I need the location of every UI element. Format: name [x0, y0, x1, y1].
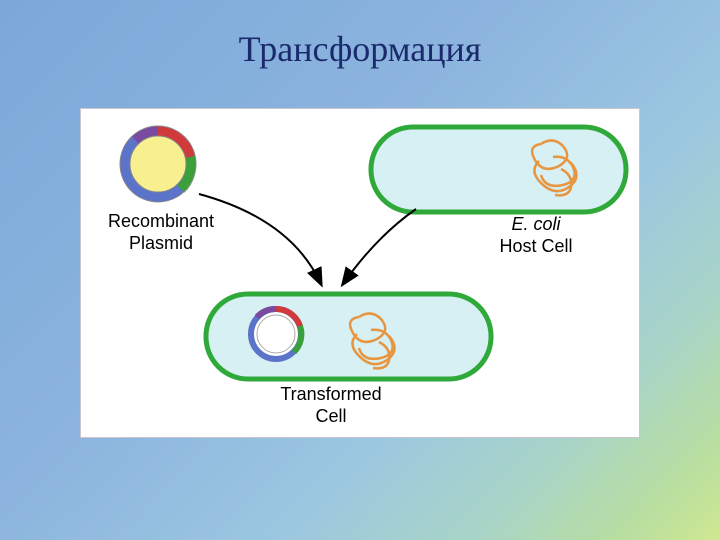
arrow-ecoli-to-cell — [343, 209, 416, 284]
ecoli-label-line1: E. coli — [511, 214, 560, 234]
recombinant-plasmid — [120, 126, 196, 202]
plasmid-label: Recombinant Plasmid — [91, 211, 231, 254]
ecoli-label: E. coli Host Cell — [461, 214, 611, 257]
plasmid-label-line1: Recombinant — [108, 211, 214, 231]
transformed-label-line2: Cell — [315, 406, 346, 426]
diagram-container: Recombinant Plasmid E. coli Host Cell Tr… — [80, 108, 640, 438]
transformed-label: Transformed Cell — [246, 384, 416, 427]
slide-title: Трансформация — [0, 28, 720, 70]
plasmid-label-line2: Plasmid — [129, 233, 193, 253]
ecoli-host-cell — [371, 127, 626, 212]
transformed-plasmid — [251, 309, 301, 359]
transformed-label-line1: Transformed — [280, 384, 381, 404]
ecoli-label-line2: Host Cell — [499, 236, 572, 256]
transformed-cell — [206, 294, 491, 379]
